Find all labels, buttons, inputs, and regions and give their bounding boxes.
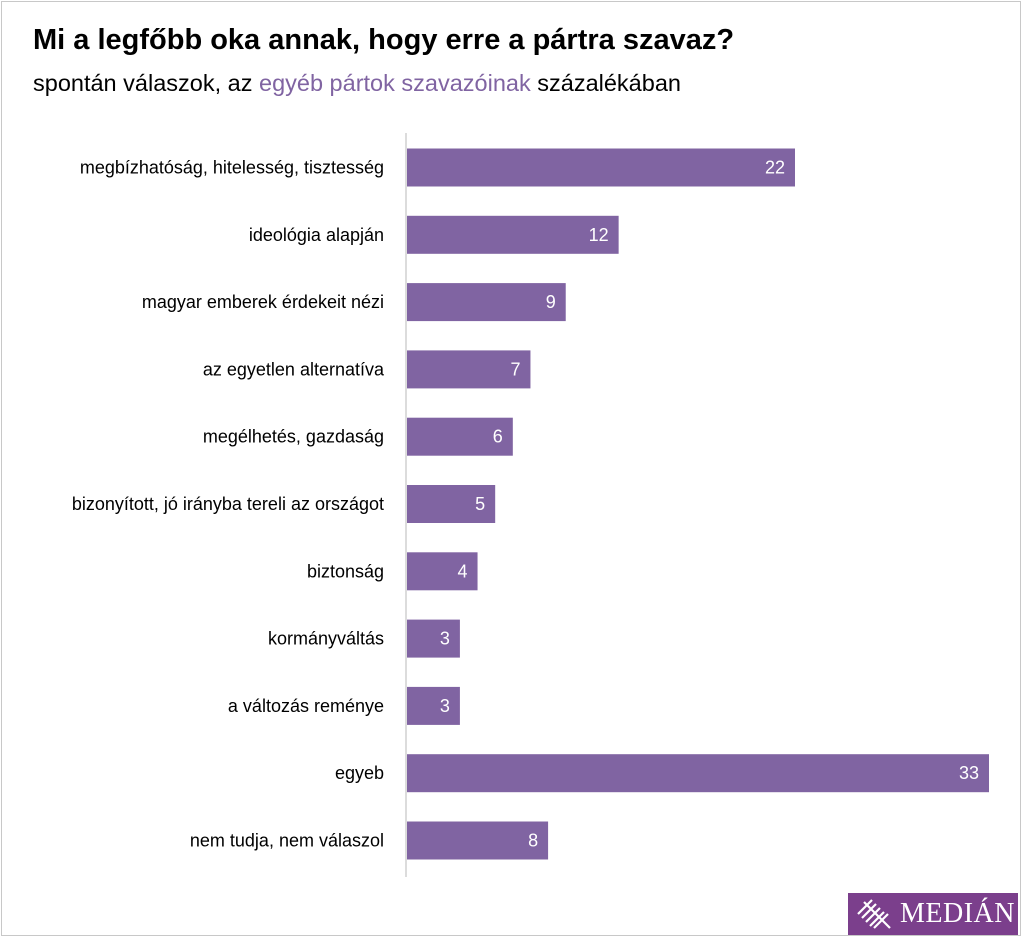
bar <box>407 283 566 322</box>
category-label: bizonyított, jó irányba tereli az ország… <box>72 494 384 514</box>
category-label: kormányváltás <box>268 629 384 649</box>
category-label: nem tudja, nem válaszol <box>190 831 384 851</box>
bar <box>407 417 513 456</box>
value-label: 9 <box>546 292 556 312</box>
value-label: 6 <box>493 427 503 447</box>
value-label: 3 <box>440 629 450 649</box>
value-label: 12 <box>589 225 609 245</box>
bar <box>407 148 795 187</box>
value-label: 8 <box>528 831 538 851</box>
bar <box>407 619 460 658</box>
subtitle-highlight: egyéb pártok szavazóinak <box>259 70 531 96</box>
category-label: magyar emberek érdekeit nézi <box>142 292 384 312</box>
category-label: az egyetlen alternatíva <box>203 359 385 379</box>
subtitle-start: spontán válaszok, az <box>33 70 259 96</box>
chart-subtitle: spontán válaszok, az egyéb pártok szavaz… <box>33 70 681 97</box>
category-label: a változás reménye <box>228 696 384 716</box>
value-label: 3 <box>440 696 450 716</box>
category-label: egyeb <box>335 763 384 783</box>
value-label: 7 <box>510 359 520 379</box>
category-label: megélhetés, gazdaság <box>203 427 384 447</box>
value-label: 4 <box>458 561 468 581</box>
bar <box>407 552 478 591</box>
bar <box>407 350 531 389</box>
median-stripes-icon <box>857 899 891 929</box>
bar <box>407 215 619 254</box>
category-label: ideológia alapján <box>249 225 384 245</box>
bar <box>407 686 460 725</box>
value-label: 33 <box>959 763 979 783</box>
chart-title: Mi a legfőbb oka annak, hogy erre a párt… <box>33 24 735 56</box>
bar <box>407 754 989 793</box>
logo-text: MEDIÁN <box>900 898 1015 929</box>
median-logo: MEDIÁN <box>848 893 1018 935</box>
subtitle-end: százalékában <box>530 70 681 96</box>
category-label: biztonság <box>307 561 384 581</box>
value-label: 22 <box>765 158 785 178</box>
bar <box>407 821 549 860</box>
value-label: 5 <box>475 494 485 514</box>
category-label: megbízhatóság, hitelesség, tisztesség <box>80 158 384 178</box>
bar <box>407 485 496 523</box>
